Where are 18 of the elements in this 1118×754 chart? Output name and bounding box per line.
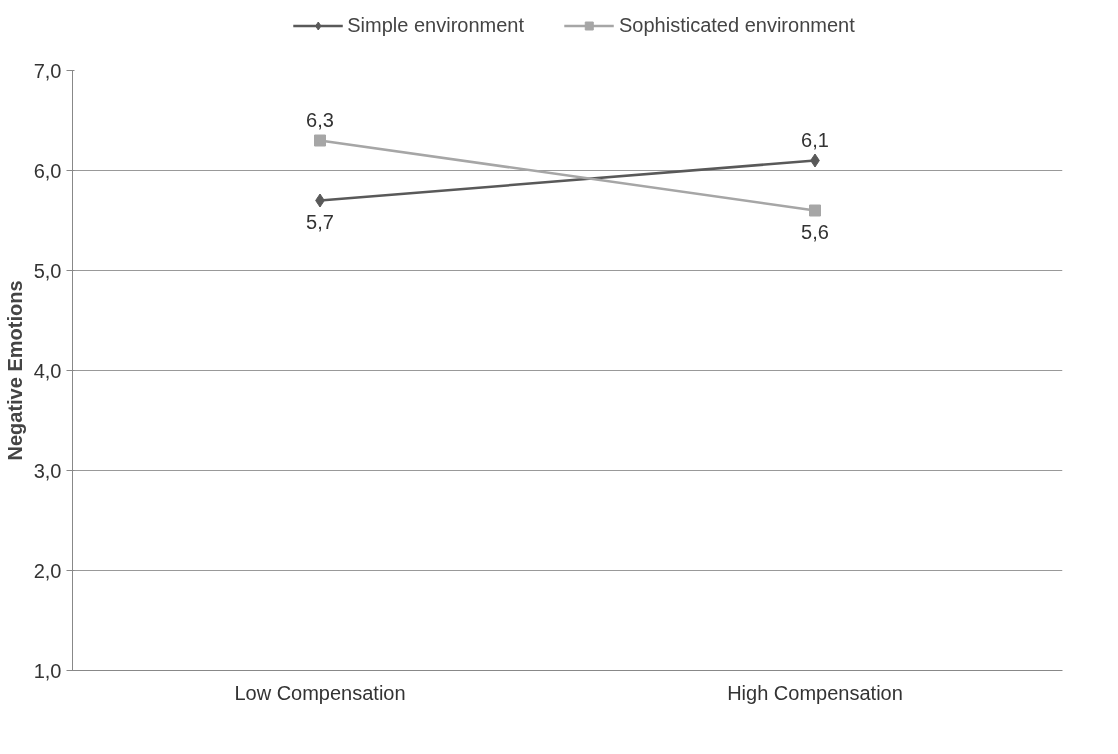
y-tick-label: 3,0 <box>33 459 62 482</box>
y-tick-label: 5,0 <box>33 259 62 282</box>
data-label: 5,6 <box>801 220 829 243</box>
data-label: 6,1 <box>801 128 829 151</box>
x-tick-label: High Compensation <box>727 681 903 704</box>
legend-label: Simple environment <box>347 13 525 37</box>
y-tick-label: 2,0 <box>33 559 62 582</box>
y-tick-label: 7,0 <box>33 59 62 82</box>
legend-label: Sophisticated environment <box>619 13 855 37</box>
y-tick-label: 1,0 <box>33 659 62 682</box>
y-tick-label: 6,0 <box>33 159 62 182</box>
point <box>314 134 326 147</box>
x-tick-label: Low Compensation <box>234 681 406 704</box>
y-tick-label: 4,0 <box>33 359 62 382</box>
data-label: 5,7 <box>306 210 334 233</box>
y-axis-title: Negative Emotions <box>3 280 26 461</box>
point <box>809 204 821 217</box>
data-label: 6,3 <box>306 108 334 131</box>
